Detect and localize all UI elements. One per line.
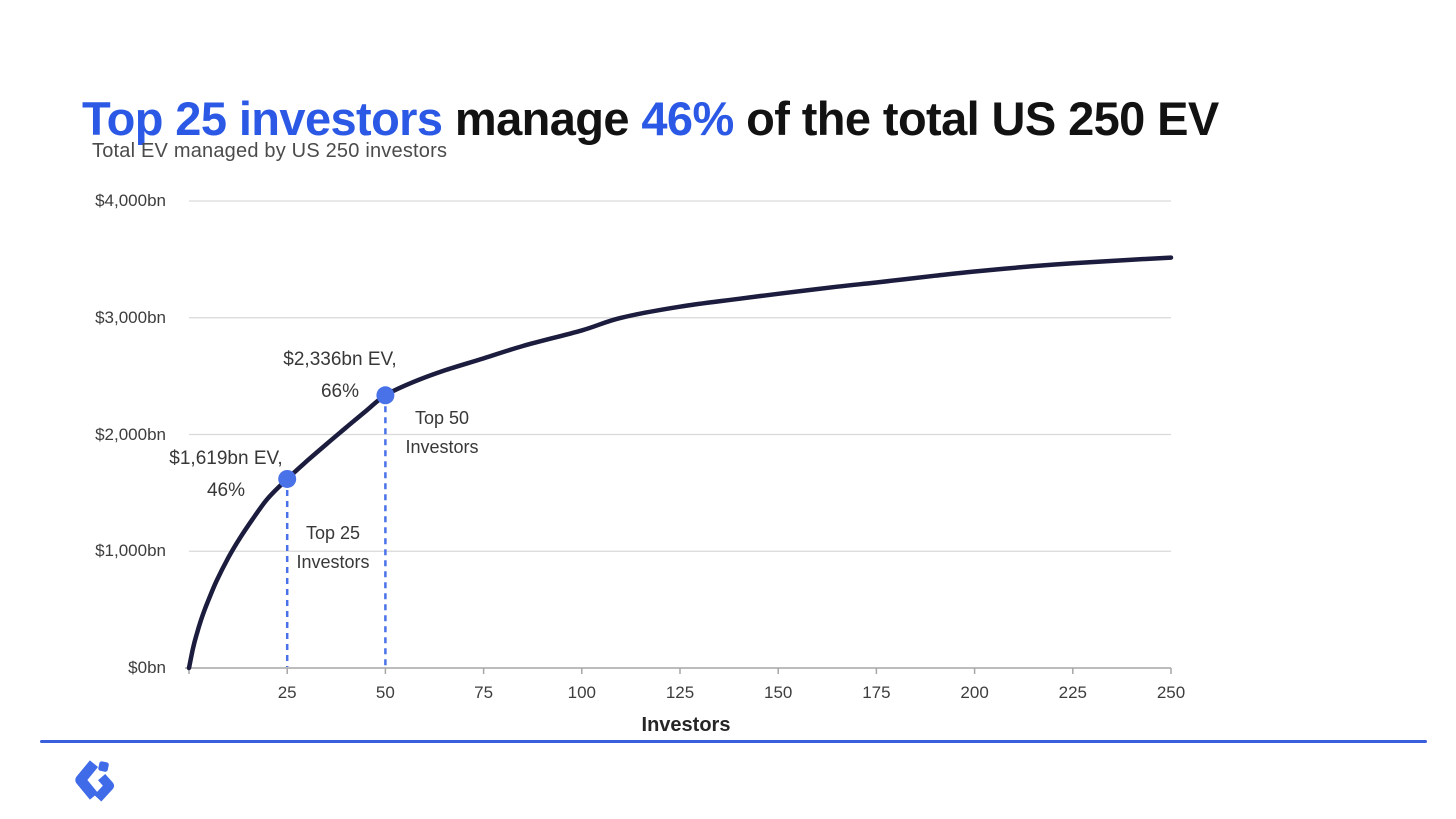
callout-line: Investors (405, 437, 479, 457)
title-segment-accent: Top 25 investors (82, 92, 443, 146)
x-axis-tick-label: 50 (375, 683, 395, 702)
title-segment: of the total US 250 EV (733, 92, 1219, 146)
annotation-top50-value: $2,336bn EV, 66% (283, 344, 396, 408)
cumulative-ev-curve (186, 255, 1174, 671)
x-axis-tick-label: 225 (1058, 683, 1087, 702)
brand-logo-icon (70, 757, 116, 803)
annotation-line: 66% (320, 381, 360, 402)
y-axis-tick-label: $3,000bn (95, 307, 166, 327)
x-axis-tick-label: 75 (474, 683, 494, 702)
callout-top25-investors: Top 25 Investors (296, 519, 369, 577)
x-axis-tick-label: 175 (862, 683, 891, 702)
x-axis-tick-label: 100 (567, 683, 596, 702)
y-axis-tick-label: $2,000bn (95, 424, 166, 444)
x-axis-title: Investors (641, 714, 731, 736)
y-axis-tick-label: $0bn (128, 658, 166, 677)
page-title: Top 25 investors manage 46% of the total… (82, 91, 1219, 146)
callout-line: Investors (296, 552, 370, 572)
annotation-top25-value: $1,619bn EV, 46% (169, 443, 282, 507)
x-axis-tick-label: 200 (960, 683, 989, 702)
y-axis-tick-label: $1,000bn (95, 541, 166, 561)
x-axis-tick-label: 250 (1156, 683, 1186, 702)
annotation-line: 46% (206, 480, 246, 501)
callout-line: Top 50 (414, 408, 470, 428)
callout-line: Top 25 (305, 523, 361, 543)
y-axis-tick-label: $4,000bn (95, 191, 166, 210)
x-axis-tick-label: 25 (277, 683, 297, 702)
annotation-line: $1,619bn EV, (169, 448, 283, 469)
chart-subtitle: Total EV managed by US 250 investors (92, 140, 448, 162)
x-axis-tick-label: 125 (665, 683, 695, 702)
marker-dot (376, 386, 395, 405)
annotation-line: $2,336bn EV, (283, 349, 397, 370)
marker-dot (278, 469, 297, 488)
title-segment: manage (442, 92, 642, 146)
callout-top50-investors: Top 50 Investors (405, 404, 478, 462)
x-axis-tick-label: 150 (764, 683, 793, 702)
title-segment-accent: 46% (641, 92, 734, 146)
footer-divider (40, 740, 1427, 743)
